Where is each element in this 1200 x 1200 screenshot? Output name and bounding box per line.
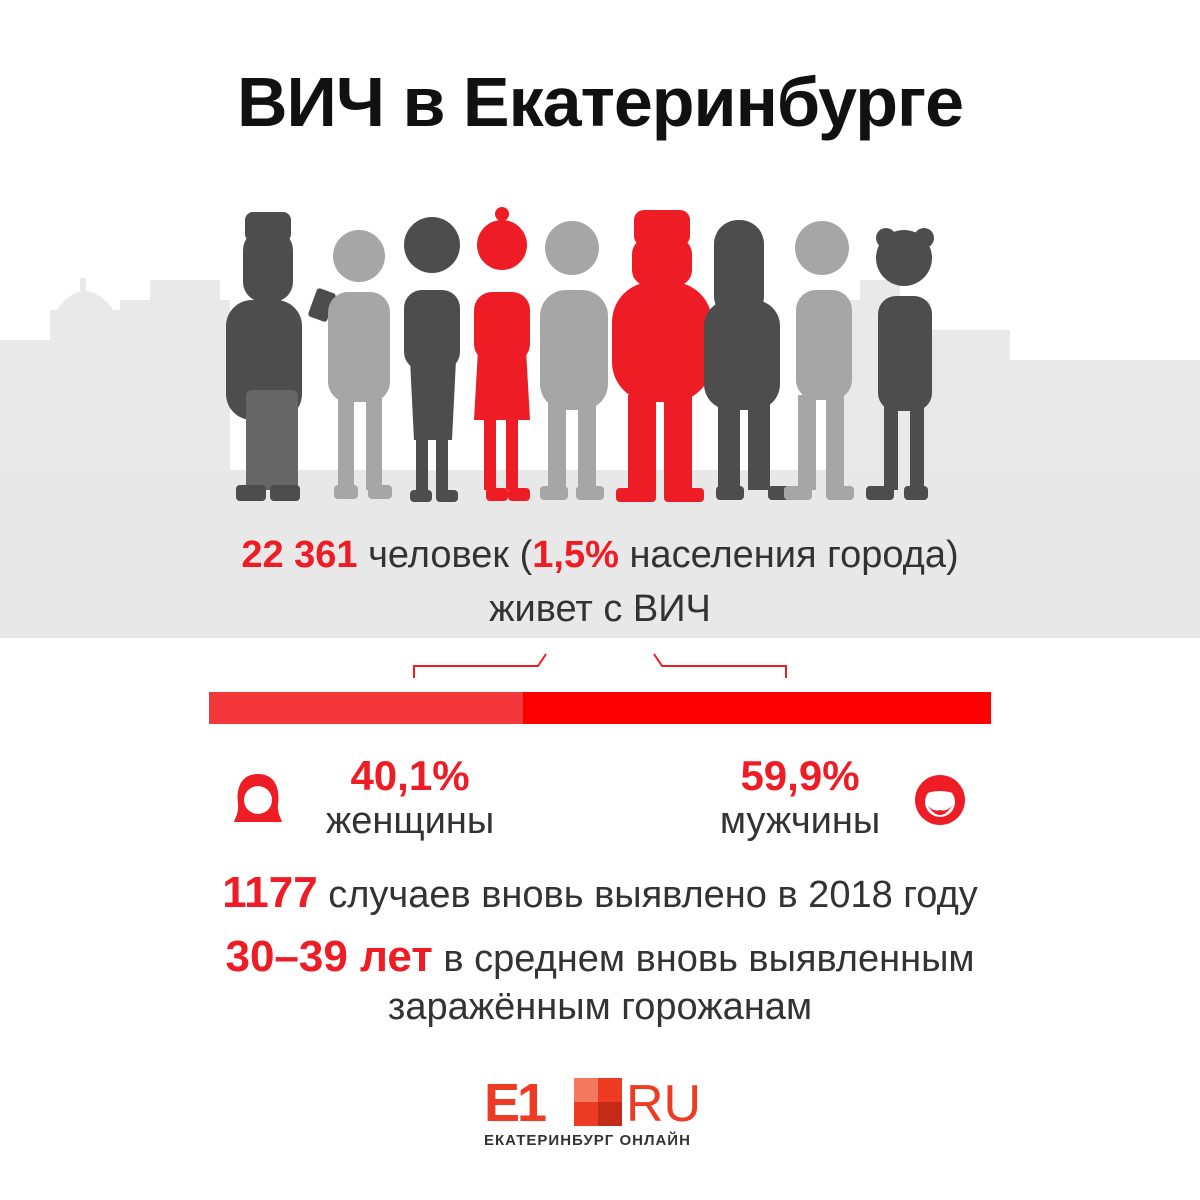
women-label: женщины — [325, 800, 495, 842]
share-suffix: населения города) — [618, 534, 959, 576]
cases-value: 1177 — [222, 868, 318, 917]
logo-e1-text: E1 — [484, 1073, 547, 1133]
logo-subtitle: ЕКАТЕРИНБУРГ ОНЛАЙН — [484, 1132, 691, 1149]
person-figure — [474, 207, 530, 501]
person-figure — [404, 217, 460, 502]
age-text-line2: заражённым горожанам — [387, 986, 813, 1028]
person-figure — [866, 228, 934, 500]
men-bracket — [653, 653, 787, 678]
people-summary: 22 361 человек (1,5% населения города) — [0, 534, 1200, 577]
page-title: ВИЧ в Екатеринбурге — [236, 63, 964, 141]
men-percent: 59,9% — [740, 752, 860, 799]
person-figure — [612, 210, 712, 502]
age-text: в среднем вновь выявленным — [432, 938, 975, 980]
total-count: 22 361 — [241, 534, 358, 576]
logo-ru-text: RU — [626, 1075, 702, 1133]
cases-stat: 1177 случаев вновь выявлено в 2018 году — [0, 868, 1200, 918]
women-bracket — [413, 653, 547, 678]
men-share-bar — [522, 692, 991, 724]
women-percent: 40,1% — [350, 752, 470, 799]
cases-text: случаев вновь выявлено в 2018 году — [317, 874, 978, 916]
population-share: 1,5% — [532, 534, 619, 576]
logo-square-icon — [574, 1078, 622, 1126]
person-figure — [784, 221, 854, 500]
people-illustration — [0, 200, 1200, 640]
men-label: мужчины — [719, 800, 881, 842]
total-suffix: человек ( — [357, 534, 533, 576]
age-value: 30–39 лет — [225, 932, 433, 981]
city-crowd-image — [0, 207, 1200, 638]
person-figure — [704, 220, 796, 500]
age-stat: 30–39 лет в среднем вновь выявленным — [0, 932, 1200, 982]
person-figure — [540, 221, 608, 500]
gender-bar — [209, 692, 991, 724]
person-figure — [226, 212, 336, 501]
women-share-bar — [209, 692, 523, 724]
person-figure — [328, 230, 392, 499]
people-summary-line2: живет с ВИЧ — [489, 588, 711, 630]
woman-face-icon — [234, 774, 282, 822]
e1-logo: E1 RU ЕКАТЕРИНБУРГ ОНЛАЙН — [484, 1072, 724, 1152]
man-face-icon — [915, 775, 965, 825]
